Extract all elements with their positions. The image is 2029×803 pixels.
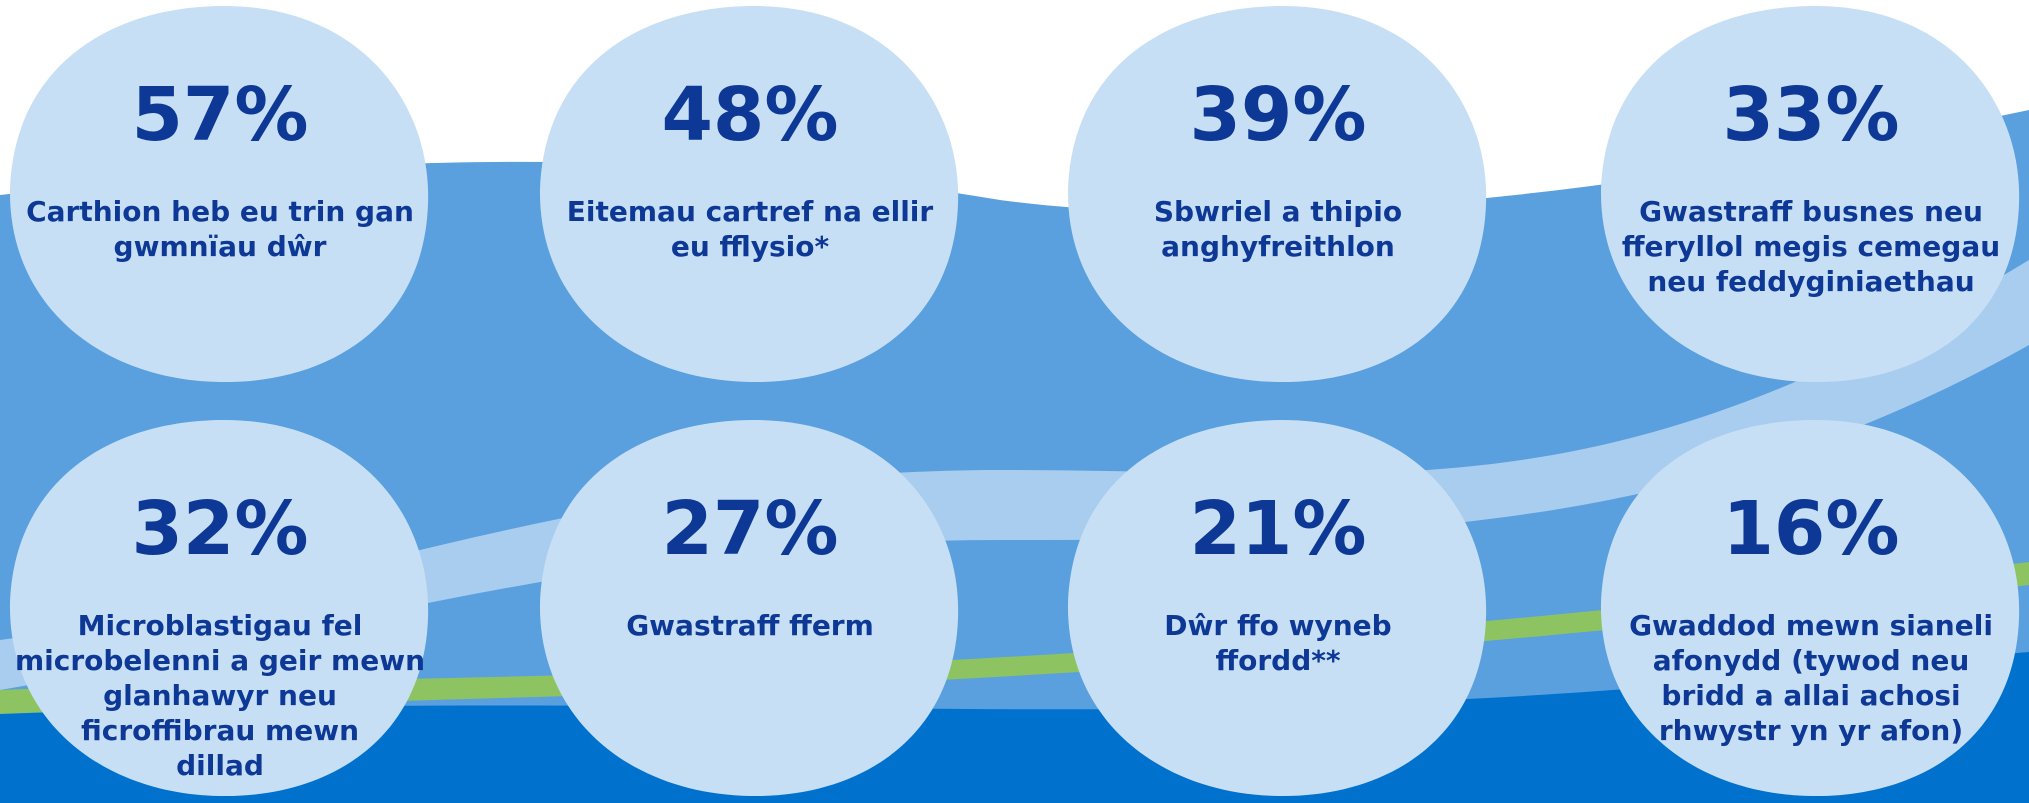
stat-value: 32% <box>131 486 308 572</box>
stat-label: eu fflysio* <box>671 230 830 263</box>
stat-label: Sbwriel a thipio <box>1154 195 1402 228</box>
stat-label: Dŵr ffo wyneb <box>1164 609 1391 642</box>
blob <box>10 6 428 382</box>
stat-value: 33% <box>1722 72 1899 158</box>
stat-label: anghyfreithlon <box>1161 230 1395 263</box>
stat-label: ffordd** <box>1215 644 1340 677</box>
blob <box>1068 6 1486 382</box>
stat-value: 27% <box>661 486 838 572</box>
stat-label: Gwaddod mewn sianeli <box>1629 609 1993 642</box>
stat-label: neu feddyginiaethau <box>1647 265 1974 298</box>
stat-label: rhwystr yn yr afon) <box>1659 714 1963 747</box>
stat-label: microbelenni a geir mewn <box>15 644 425 677</box>
stat-label: dillad <box>176 749 264 782</box>
blob <box>1601 6 2019 382</box>
blob <box>540 6 958 382</box>
stat-label: Gwastraff fferm <box>626 609 874 642</box>
stat-value: 39% <box>1189 72 1366 158</box>
stat-value: 21% <box>1189 486 1366 572</box>
infographic: 57% Carthion heb eu trin gangwmnïau dŵr 48… <box>0 0 2029 803</box>
stat-label: Carthion heb eu trin gan <box>26 195 414 228</box>
stat-label: ficroffibrau mewn <box>81 714 359 747</box>
stat-label: Microblastigau fel <box>78 609 363 642</box>
stat-label: bridd a allai achosi <box>1661 679 1960 712</box>
stat-label: Eitemau cartref na ellir <box>567 195 934 228</box>
stat-label: fferyllol megis cemegau <box>1622 230 2000 263</box>
blob <box>1068 420 1486 796</box>
stat-label: afonydd (tywod neu <box>1653 644 1970 677</box>
page: 57% Carthion heb eu trin gangwmnïau dŵr 48… <box>0 0 2029 803</box>
stat-value: 16% <box>1722 486 1899 572</box>
stat-value: 57% <box>131 72 308 158</box>
stat-label: Gwastraff busnes neu <box>1639 195 1983 228</box>
blob <box>540 420 958 796</box>
stat-label: glanhawyr neu <box>103 679 337 712</box>
stat-value: 48% <box>661 72 838 158</box>
stat-label: gwmnïau dŵr <box>114 230 327 263</box>
